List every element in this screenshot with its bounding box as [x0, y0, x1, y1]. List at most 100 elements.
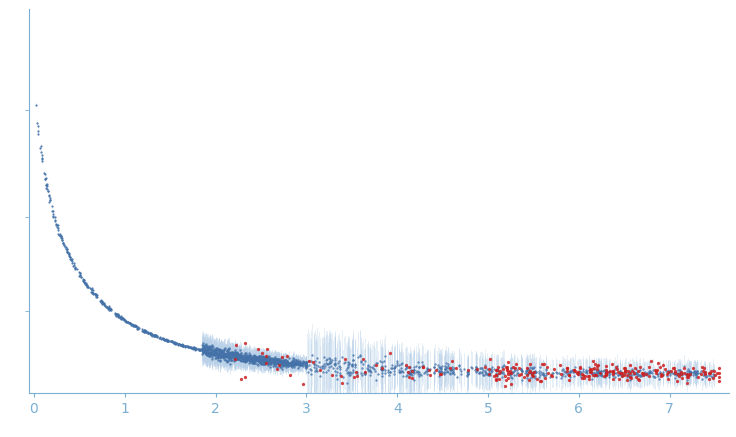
Point: [463, 366, 475, 373]
Point: [424, 371, 436, 378]
Point: [376, 364, 388, 371]
Point: [696, 375, 708, 382]
Point: [234, 353, 246, 360]
Point: [229, 354, 241, 361]
Point: [43, 198, 55, 205]
Point: [208, 348, 219, 355]
Point: [255, 360, 267, 367]
Point: [480, 370, 492, 377]
Point: [221, 346, 233, 353]
Point: [295, 361, 307, 368]
Point: [389, 362, 400, 369]
Point: [361, 363, 373, 370]
Point: [274, 363, 286, 370]
Point: [676, 372, 687, 379]
Point: [215, 347, 227, 354]
Point: [397, 372, 408, 379]
Point: [685, 368, 697, 375]
Point: [261, 359, 272, 366]
Point: [501, 366, 513, 373]
Point: [510, 372, 522, 379]
Point: [101, 303, 113, 310]
Point: [610, 364, 622, 371]
Point: [237, 354, 249, 361]
Point: [79, 279, 91, 286]
Point: [168, 340, 180, 347]
Point: [671, 369, 683, 376]
Point: [403, 370, 415, 377]
Point: [297, 361, 308, 368]
Point: [371, 360, 383, 367]
Point: [253, 355, 265, 362]
Point: [524, 367, 536, 374]
Point: [205, 347, 216, 354]
Point: [115, 313, 127, 320]
Point: [80, 279, 92, 286]
Point: [408, 367, 420, 374]
Point: [210, 350, 222, 357]
Point: [611, 362, 623, 369]
Point: [263, 362, 275, 369]
Point: [278, 358, 290, 365]
Point: [175, 342, 187, 349]
Point: [623, 376, 635, 383]
Point: [442, 368, 453, 375]
Point: [247, 353, 259, 360]
Point: [275, 357, 287, 364]
Point: [683, 368, 695, 375]
Point: [643, 368, 655, 375]
Point: [241, 357, 252, 364]
Point: [417, 364, 429, 371]
Point: [194, 346, 205, 353]
Point: [80, 281, 92, 288]
Point: [214, 350, 226, 357]
Point: [565, 369, 576, 376]
Point: [417, 362, 429, 369]
Point: [249, 360, 261, 367]
Point: [389, 363, 401, 370]
Point: [105, 305, 116, 312]
Point: [204, 345, 216, 352]
Point: [622, 368, 634, 375]
Point: [682, 371, 694, 378]
Point: [358, 370, 369, 377]
Point: [255, 358, 267, 365]
Point: [303, 361, 315, 368]
Point: [208, 351, 220, 358]
Point: [216, 348, 228, 355]
Point: [101, 303, 113, 310]
Point: [258, 357, 270, 364]
Point: [239, 355, 251, 362]
Point: [528, 363, 540, 370]
Point: [207, 347, 219, 354]
Point: [243, 354, 255, 361]
Point: [175, 341, 187, 348]
Point: [258, 358, 270, 365]
Point: [607, 369, 619, 376]
Point: [201, 347, 213, 354]
Point: [213, 354, 224, 361]
Point: [521, 366, 533, 373]
Point: [698, 370, 710, 377]
Point: [202, 346, 214, 353]
Point: [197, 346, 208, 353]
Point: [228, 351, 240, 358]
Point: [36, 155, 48, 162]
Point: [316, 363, 328, 370]
Point: [41, 183, 53, 190]
Point: [505, 369, 517, 376]
Point: [600, 370, 612, 377]
Point: [286, 364, 297, 371]
Point: [216, 349, 228, 356]
Point: [379, 370, 391, 377]
Point: [269, 360, 281, 367]
Point: [403, 364, 415, 371]
Point: [490, 366, 502, 373]
Point: [446, 364, 458, 371]
Point: [342, 361, 353, 368]
Point: [322, 361, 333, 368]
Point: [197, 340, 208, 347]
Point: [280, 360, 292, 367]
Point: [261, 359, 273, 366]
Point: [272, 365, 283, 372]
